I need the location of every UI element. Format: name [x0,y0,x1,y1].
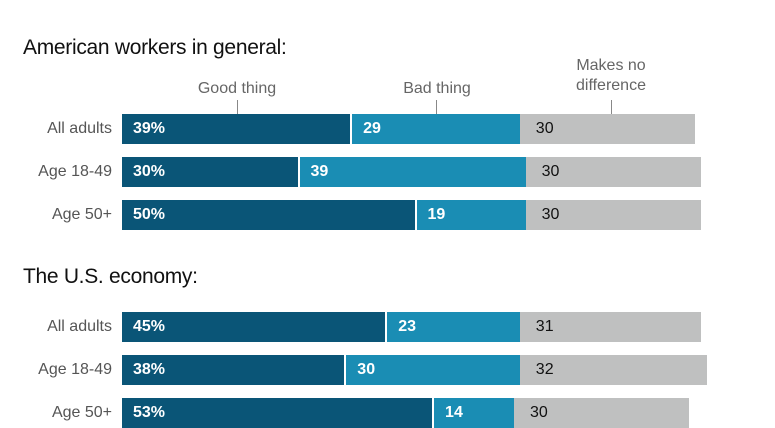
segment-bad: 30 [344,355,520,385]
segment-good: 53% [122,398,433,428]
data-label: 30 [541,206,560,223]
data-label: 19 [427,206,446,223]
segment-no-difference: 30 [525,157,702,187]
data-label: 30 [535,120,554,137]
data-label: 30% [133,163,166,180]
segment-bad: 19 [414,200,526,230]
legend-none-line2: difference [576,77,646,94]
data-label: 39% [133,120,166,137]
data-label: 23 [398,318,417,335]
row-label: All adults [47,120,112,137]
data-label: 45% [133,318,166,335]
legend-none: Makes no difference [555,56,667,96]
data-label: 30 [357,361,376,378]
segment-good: 39% [122,114,351,144]
segment-no-difference: 31 [519,312,702,342]
legend-bad: Bad thing [403,80,471,97]
legend-bad-tick [436,100,437,115]
data-label: 30 [541,163,560,180]
data-label: 38% [133,361,166,378]
segment-good: 38% [122,355,345,385]
data-label: 29 [363,120,381,137]
row-label: All adults [47,318,112,335]
segment-no-difference: 30 [513,398,690,428]
segment-no-difference: 30 [519,114,696,144]
legend-none-tick [611,100,612,115]
row-label: Age 18-49 [38,163,112,180]
data-label: 53% [133,404,166,421]
segment-bad: 29 [350,114,520,144]
segment-good: 30% [122,157,298,187]
chart-title-workers: American workers in general: [23,36,287,59]
data-label: 31 [535,318,554,335]
segment-bad: 23 [385,312,520,342]
data-label: 30 [529,404,548,421]
data-label: 39 [310,163,329,180]
legend-good-tick [237,100,238,115]
data-label: 50% [133,206,166,223]
segment-bad: 14 [432,398,514,428]
row-label: Age 50+ [51,404,112,421]
chart-title-economy: The U.S. economy: [23,265,198,288]
segment-good: 45% [122,312,386,342]
segment-good: 50% [122,200,415,230]
segment-no-difference: 32 [519,355,707,385]
legend-good: Good thing [197,80,277,97]
data-label: 14 [445,404,463,421]
segment-bad: 39 [297,157,526,187]
data-label: 32 [535,361,554,378]
segment-no-difference: 30 [525,200,702,230]
row-label: Age 50+ [51,206,112,223]
legend-none-line1: Makes no [576,57,646,74]
row-label: Age 18-49 [38,361,112,378]
